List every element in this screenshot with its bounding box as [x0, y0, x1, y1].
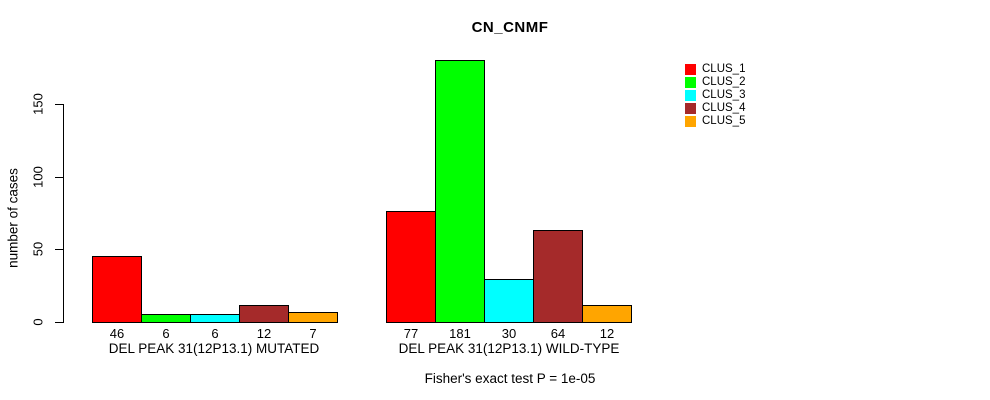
- y-axis-label: number of cases: [5, 168, 21, 268]
- bar-value-clus_4-group1: 12: [256, 326, 272, 341]
- bar-clus_4-group2: [533, 230, 583, 323]
- legend: CLUS_1 CLUS_2 CLUS_3 CLUS_4 CLUS_5: [685, 63, 746, 129]
- bar-value-clus_5-group1: 7: [309, 326, 317, 341]
- y-tick-label-150: 150: [30, 93, 46, 115]
- group-label-wild-type: DEL PEAK 31(12P13.1) WILD-TYPE: [398, 341, 620, 356]
- legend-swatch-clus_4: [685, 103, 696, 114]
- bar-value-clus_1-group2: 77: [403, 326, 419, 341]
- y-tick-100: [55, 177, 63, 178]
- bar-clus_5-group1: [288, 312, 338, 323]
- y-tick-label-50: 50: [30, 241, 46, 257]
- chart-title: CN_CNMF: [471, 19, 549, 36]
- bar-clus_3-group2: [484, 279, 534, 323]
- y-tick-50: [55, 249, 63, 250]
- bar-value-clus_5-group2: 12: [599, 326, 615, 341]
- y-tick-150: [55, 104, 63, 105]
- y-axis-line: [63, 104, 64, 323]
- legend-item-clus_4: CLUS_4: [685, 102, 746, 114]
- bar-clus_2-group2: [435, 60, 485, 323]
- legend-item-clus_2: CLUS_2: [685, 76, 746, 88]
- legend-item-clus_3: CLUS_3: [685, 89, 746, 101]
- bar-value-clus_1-group1: 46: [109, 326, 125, 341]
- legend-swatch-clus_2: [685, 77, 696, 88]
- legend-label-clus_1: CLUS_1: [702, 63, 746, 75]
- bar-clus_5-group2: [582, 305, 632, 323]
- group-label-mutated: DEL PEAK 31(12P13.1) MUTATED: [108, 341, 320, 356]
- bar-clus_2-group1: [141, 314, 191, 323]
- legend-swatch-clus_5: [685, 116, 696, 127]
- legend-label-clus_3: CLUS_3: [702, 89, 746, 101]
- bar-value-clus_3-group1: 6: [211, 326, 219, 341]
- legend-label-clus_2: CLUS_2: [702, 76, 746, 88]
- legend-label-clus_5: CLUS_5: [702, 115, 746, 127]
- bar-clus_3-group1: [190, 314, 240, 323]
- legend-item-clus_5: CLUS_5: [685, 115, 746, 127]
- y-tick-label-0: 0: [30, 318, 46, 326]
- bar-value-clus_4-group2: 64: [550, 326, 566, 341]
- y-tick-label-100: 100: [30, 166, 46, 188]
- bar-clus_4-group1: [239, 305, 289, 323]
- bar-value-clus_2-group2: 181: [449, 326, 471, 341]
- bar-value-clus_3-group2: 30: [501, 326, 517, 341]
- bar-clus_1-group1: [92, 256, 142, 323]
- legend-swatch-clus_3: [685, 90, 696, 101]
- bar-clus_1-group2: [386, 211, 436, 323]
- legend-item-clus_1: CLUS_1: [685, 63, 746, 75]
- fisher-test-note: Fisher's exact test P = 1e-05: [424, 371, 596, 386]
- legend-swatch-clus_1: [685, 64, 696, 75]
- legend-label-clus_4: CLUS_4: [702, 102, 746, 114]
- y-tick-0: [55, 322, 63, 323]
- bar-value-clus_2-group1: 6: [162, 326, 170, 341]
